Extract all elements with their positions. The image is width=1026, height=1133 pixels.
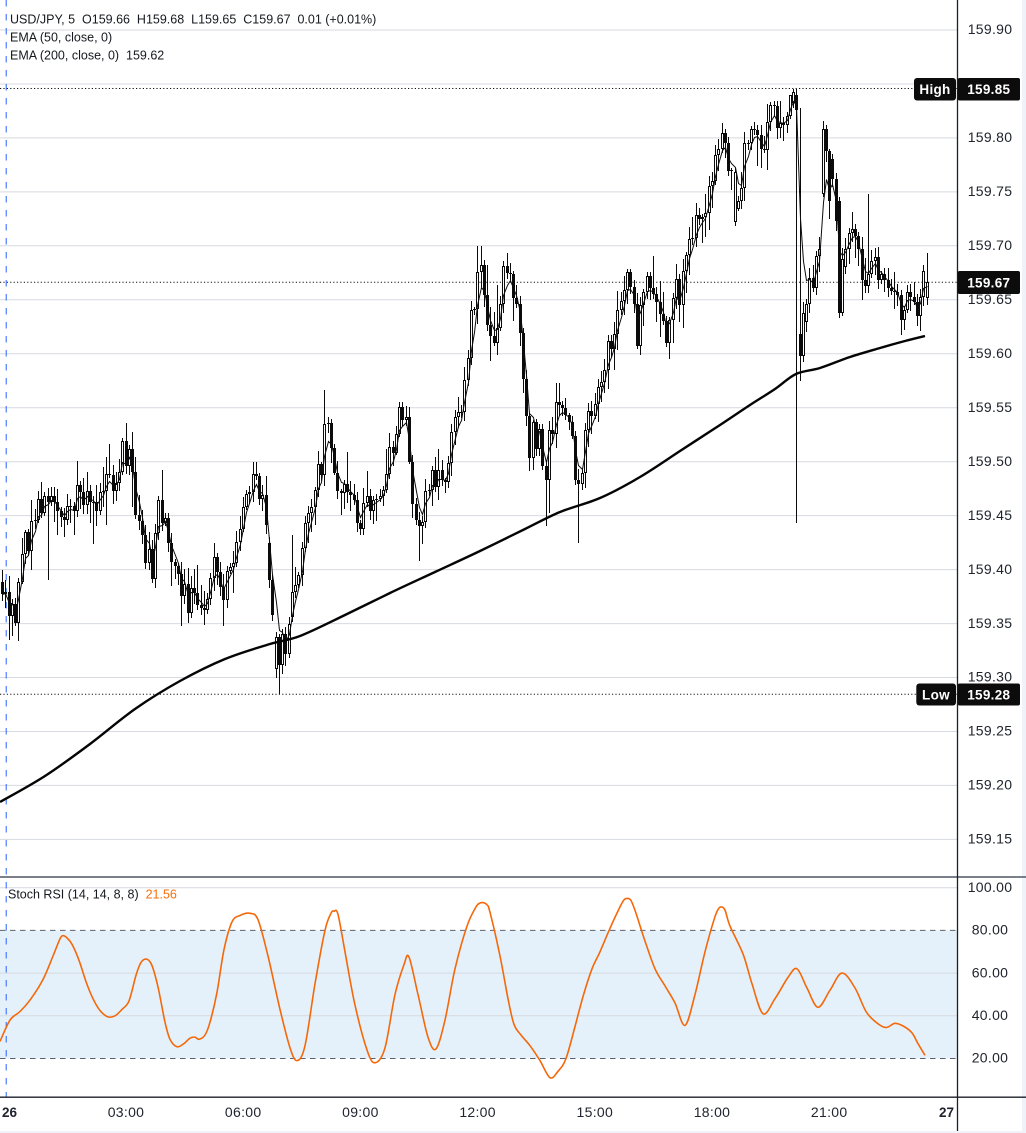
svg-text:159.15: 159.15 [968, 831, 1013, 847]
svg-text:27: 27 [939, 1105, 954, 1120]
svg-text:159.28: 159.28 [967, 687, 1010, 702]
svg-text:159.30: 159.30 [968, 669, 1013, 685]
svg-text:EMA (200, close, 0) 159.62: EMA (200, close, 0) 159.62 [10, 49, 164, 63]
svg-text:USD/JPY, 5 O159.66 H159.68: USD/JPY, 5 O159.66 H159.68 L159.65 C159.… [10, 13, 376, 27]
svg-text:159.75: 159.75 [968, 183, 1013, 199]
svg-text:159.45: 159.45 [968, 507, 1013, 523]
svg-text:159.20: 159.20 [968, 777, 1013, 793]
svg-text:159.40: 159.40 [968, 561, 1013, 577]
svg-text:159.35: 159.35 [968, 615, 1013, 631]
svg-text:High: High [919, 82, 950, 97]
svg-text:159.80: 159.80 [968, 129, 1013, 145]
svg-text:09:00: 09:00 [342, 1104, 379, 1120]
svg-text:159.70: 159.70 [968, 237, 1013, 253]
svg-text:159.60: 159.60 [968, 345, 1013, 361]
svg-text:03:00: 03:00 [108, 1104, 145, 1120]
svg-text:159.25: 159.25 [968, 723, 1013, 739]
svg-text:Stoch RSI (14, 14, 8, 8) 21.5: Stoch RSI (14, 14, 8, 8) 21.56 [8, 888, 177, 902]
svg-text:06:00: 06:00 [225, 1104, 262, 1120]
svg-text:159.50: 159.50 [968, 453, 1013, 469]
svg-text:159.55: 159.55 [968, 399, 1013, 415]
svg-text:159.65: 159.65 [968, 291, 1013, 307]
svg-text:159.67: 159.67 [967, 275, 1010, 290]
svg-text:159.90: 159.90 [968, 21, 1013, 37]
svg-text:20.00: 20.00 [972, 1050, 1009, 1066]
svg-text:40.00: 40.00 [972, 1007, 1009, 1023]
svg-text:18:00: 18:00 [694, 1104, 731, 1120]
svg-text:80.00: 80.00 [972, 922, 1009, 938]
svg-text:12:00: 12:00 [459, 1104, 496, 1120]
svg-text:100.00: 100.00 [968, 879, 1013, 895]
svg-text:15:00: 15:00 [577, 1104, 614, 1120]
svg-text:Low: Low [922, 687, 950, 702]
svg-text:EMA (50, close, 0): EMA (50, close, 0) [10, 31, 112, 45]
svg-text:60.00: 60.00 [972, 964, 1009, 980]
svg-text:21:00: 21:00 [811, 1104, 848, 1120]
svg-text:159.85: 159.85 [967, 82, 1010, 97]
svg-text:26: 26 [2, 1105, 18, 1120]
